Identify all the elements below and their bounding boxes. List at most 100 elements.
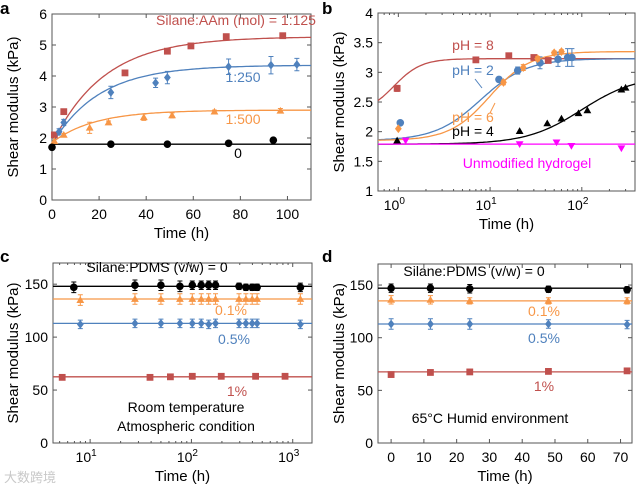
annotation: 1% [227,383,247,399]
data-point [211,281,220,290]
data-point [188,318,196,328]
annotation: Atmospheric condition [117,418,255,434]
data-point [545,368,552,375]
data-point [623,320,631,329]
data-point [168,111,176,119]
x-tick-label: 20 [449,449,465,465]
y-tick-label: 4 [39,68,47,84]
y-tick-label: 3 [365,64,373,80]
data-point [212,318,219,328]
x-tick-base: 60 [185,206,201,222]
data-point [253,318,261,328]
y-tick-label: 100 [350,330,374,346]
data-point [393,136,402,144]
data-point [139,113,148,121]
data-point [568,53,576,62]
data-point [50,131,58,139]
series-pH-8 [393,52,552,92]
y-tick-label: 1.5 [354,153,374,169]
y-tick-label: 50 [32,382,48,398]
y-tick-label: 50 [357,382,373,398]
data-point [176,318,184,328]
data-point [466,319,474,329]
annotation: 1:500 [225,111,260,127]
series-Unmodified-hydrogel [401,137,626,153]
plot-frame [52,262,313,444]
data-point [426,295,435,303]
x-tick-base: 70 [613,449,629,465]
x-axis-label: Time (h) [154,225,209,242]
data-point [558,47,565,56]
series-1-500 [50,106,285,144]
annotation: pH = 8 [452,37,494,53]
x-tick-label: 10 [416,449,432,465]
data-point [197,318,205,328]
fit-line-pH-4 [378,83,636,145]
x-tick-label: 102 [567,196,589,213]
annotation-arrow [489,102,496,114]
data-point [55,127,63,137]
data-point [427,319,434,329]
y-axis-label: Shear modulus (kPa) [331,32,348,173]
data-point [544,57,552,64]
data-point [519,63,527,72]
x-tick-base: 100 [276,206,300,222]
data-point [387,284,395,293]
x-tick-label: 0 [387,449,395,465]
annotation: pH = 4 [452,123,494,139]
data-point [554,55,562,64]
data-point [157,281,165,290]
annotation: 0.1% [528,303,560,319]
data-point [545,319,552,329]
data-point [157,295,165,302]
annotation: pH = 6 [452,109,494,125]
data-point [157,318,165,328]
x-tick-label: 20 [91,206,107,222]
data-point [269,136,278,144]
x-tick-label: 30 [482,449,498,465]
data-point [293,60,301,69]
data-point [235,282,243,291]
x-tick-label: 60 [185,206,201,222]
fit-line-pH-6 [378,50,635,141]
x-tick-label: 0 [48,206,56,222]
data-point [59,131,68,138]
data-point [224,139,233,148]
y-tick-label: 2 [365,124,373,140]
data-point [248,318,256,328]
panel-label: a [0,0,10,18]
x-tick-base: 40 [514,449,530,465]
annotation: 0.5% [528,330,560,346]
data-point [296,295,305,302]
data-point [187,42,195,50]
data-point [76,296,85,303]
data-point [617,85,626,93]
data-point [70,283,78,292]
data-point [253,283,261,292]
series-0 [48,136,278,152]
data-point [253,295,262,302]
data-point [107,88,115,97]
y-tick-label: 0 [40,435,48,451]
y-tick-label: 2 [39,130,47,146]
x-tick-label: 50 [547,449,563,465]
data-point [296,283,305,292]
data-point [583,106,592,114]
data-point [225,62,232,72]
chart-panel-d: d 0 50 100 150 0 10 20 30 40 50 60 70 Time (h) Shear m… [322,247,633,485]
series-0-5- [387,318,631,330]
y-tick-label: 0 [365,435,373,451]
data-point [104,118,113,126]
data-point [557,114,566,122]
watermark: 大数跨境 [4,470,56,485]
data-point [152,78,159,88]
x-tick-label: 101 [476,196,498,213]
annotation: 1:250 [225,69,260,85]
x-tick-label: 101 [76,448,98,465]
data-point [163,140,172,148]
series-1- [58,372,289,381]
data-point [76,320,84,329]
annotation: Unmodified hydrogel [463,155,591,171]
x-axis-label: Time (h) [479,216,534,233]
